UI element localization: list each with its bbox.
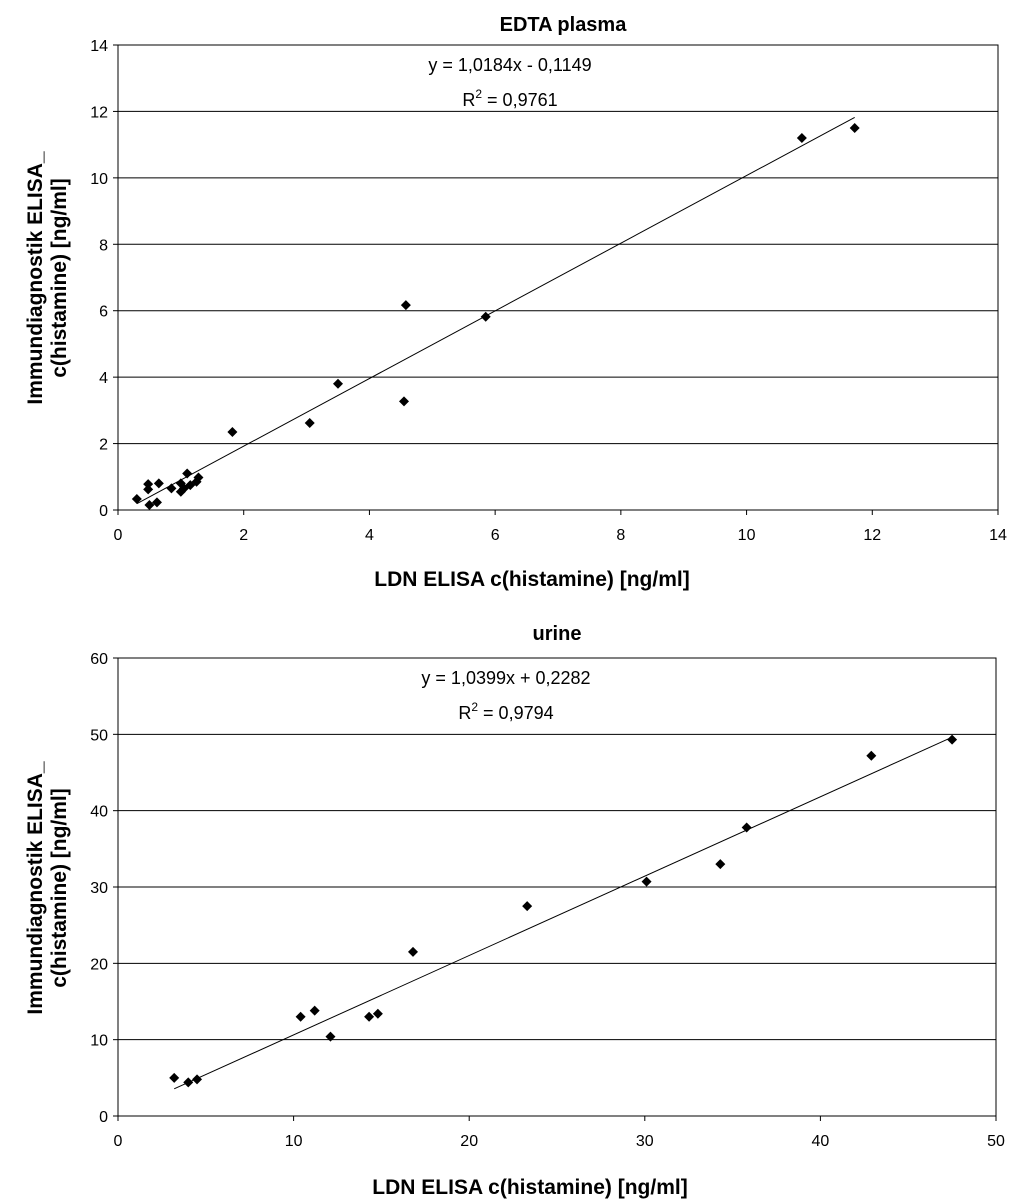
r-squared-label: R2 = 0,9794 (458, 700, 553, 723)
data-point (151, 497, 162, 508)
r2-prefix: R (462, 90, 475, 110)
data-point (741, 822, 752, 833)
x-axis-label: LDN ELISA c(histamine) [ng/ml] (372, 1176, 687, 1199)
data-point (169, 1072, 180, 1083)
y-axis-label-line2: c(histamine) [ng/ml] (48, 788, 71, 988)
x-tick-label: 8 (616, 527, 625, 544)
data-point (796, 133, 807, 143)
x-axis-label: LDN ELISA c(histamine) [ng/ml] (374, 568, 689, 591)
data-point (522, 901, 533, 912)
data-point (364, 1011, 375, 1022)
y-axis-label-line2: c(histamine) [ng/ml] (48, 178, 71, 378)
data-point (227, 426, 238, 437)
data-point (641, 876, 652, 887)
data-point (143, 479, 154, 490)
data-point (183, 1077, 194, 1088)
data-point (325, 1031, 336, 1042)
r2-superscript: 2 (471, 700, 478, 714)
data-point (192, 1074, 203, 1085)
data-point (144, 500, 155, 511)
y-tick-label: 6 (99, 304, 108, 321)
x-tick-label: 30 (636, 1133, 654, 1150)
y-tick-label: 10 (90, 1033, 108, 1050)
r2-prefix: R (458, 703, 471, 723)
trendline (136, 116, 855, 505)
data-point (372, 1008, 383, 1019)
data-point (309, 1005, 320, 1016)
y-axis-label-line1: Immundiagnostik ELISA_ (24, 761, 47, 1015)
data-point (153, 478, 164, 489)
y-tick-label: 10 (90, 171, 108, 188)
x-tick-label: 40 (812, 1133, 830, 1150)
y-tick-label: 60 (90, 651, 108, 668)
data-point (182, 468, 193, 479)
r-squared-label: R2 = 0,9761 (462, 87, 557, 110)
chart-edta-plasma: EDTA plasma 0 2 4 6 8 10 12 14 0 2 4 6 8 10 12 14 y = … (24, 14, 1007, 591)
x-axis-ticks: 0 10 20 30 40 50 (114, 1116, 1005, 1150)
data-point (166, 483, 177, 494)
data-point (715, 859, 726, 870)
gridlines (118, 110, 998, 445)
trendline (173, 736, 953, 1090)
r2-value: = 0,9794 (478, 703, 554, 723)
r2-superscript: 2 (475, 87, 482, 101)
gridlines (118, 733, 996, 1041)
x-tick-label: 20 (460, 1133, 478, 1150)
x-tick-label: 10 (285, 1133, 303, 1150)
y-tick-label: 30 (90, 880, 108, 897)
trendline-equation: y = 1,0184x - 0,1149 (428, 55, 591, 75)
y-tick-label: 0 (99, 1109, 108, 1126)
trendline-equation: y = 1,0399x + 0,2282 (421, 668, 590, 688)
data-point (866, 750, 877, 761)
y-tick-label: 8 (99, 237, 108, 254)
x-axis-ticks: 0 2 4 6 8 10 12 14 (114, 510, 1007, 544)
y-tick-label: 20 (90, 956, 108, 973)
chart-title: urine (533, 623, 582, 645)
data-point (947, 734, 958, 745)
data-point (295, 1011, 306, 1022)
x-tick-label: 6 (491, 527, 500, 544)
y-tick-label: 50 (90, 727, 108, 744)
chart-urine: urine 0 10 20 30 40 50 60 0 10 20 30 40 50 y = 1,03… (24, 623, 1005, 1199)
chart-title: EDTA plasma (500, 14, 628, 36)
data-point (143, 484, 154, 495)
data-point (333, 378, 343, 389)
x-tick-label: 50 (987, 1133, 1005, 1150)
x-tick-label: 2 (239, 527, 248, 544)
data-point (304, 417, 315, 428)
data-point (480, 311, 491, 322)
data-point (399, 396, 409, 407)
data-point (408, 946, 419, 957)
data-points (131, 123, 860, 511)
data-point (849, 123, 860, 134)
x-tick-label: 14 (989, 527, 1007, 544)
x-tick-label: 10 (738, 527, 756, 544)
data-points (169, 734, 958, 1088)
r2-value: = 0,9761 (482, 90, 558, 110)
y-tick-label: 14 (90, 38, 108, 55)
y-tick-label: 4 (99, 370, 108, 387)
data-point (400, 300, 411, 311)
x-tick-label: 0 (114, 1133, 123, 1150)
data-point (131, 494, 142, 505)
plot-area (117, 44, 999, 511)
x-tick-label: 12 (863, 527, 881, 544)
x-tick-label: 0 (114, 527, 123, 544)
data-point (193, 472, 204, 483)
y-axis-label-line1: Immundiagnostik ELISA_ (24, 151, 47, 405)
y-axis-ticks: 0 2 4 6 8 10 12 14 (90, 38, 118, 520)
y-tick-label: 12 (90, 104, 108, 121)
x-tick-label: 4 (365, 527, 374, 544)
y-tick-label: 2 (99, 437, 108, 454)
y-tick-label: 40 (90, 804, 108, 821)
y-tick-label: 0 (99, 503, 108, 520)
y-axis-ticks: 0 10 20 30 40 50 60 (90, 651, 118, 1126)
